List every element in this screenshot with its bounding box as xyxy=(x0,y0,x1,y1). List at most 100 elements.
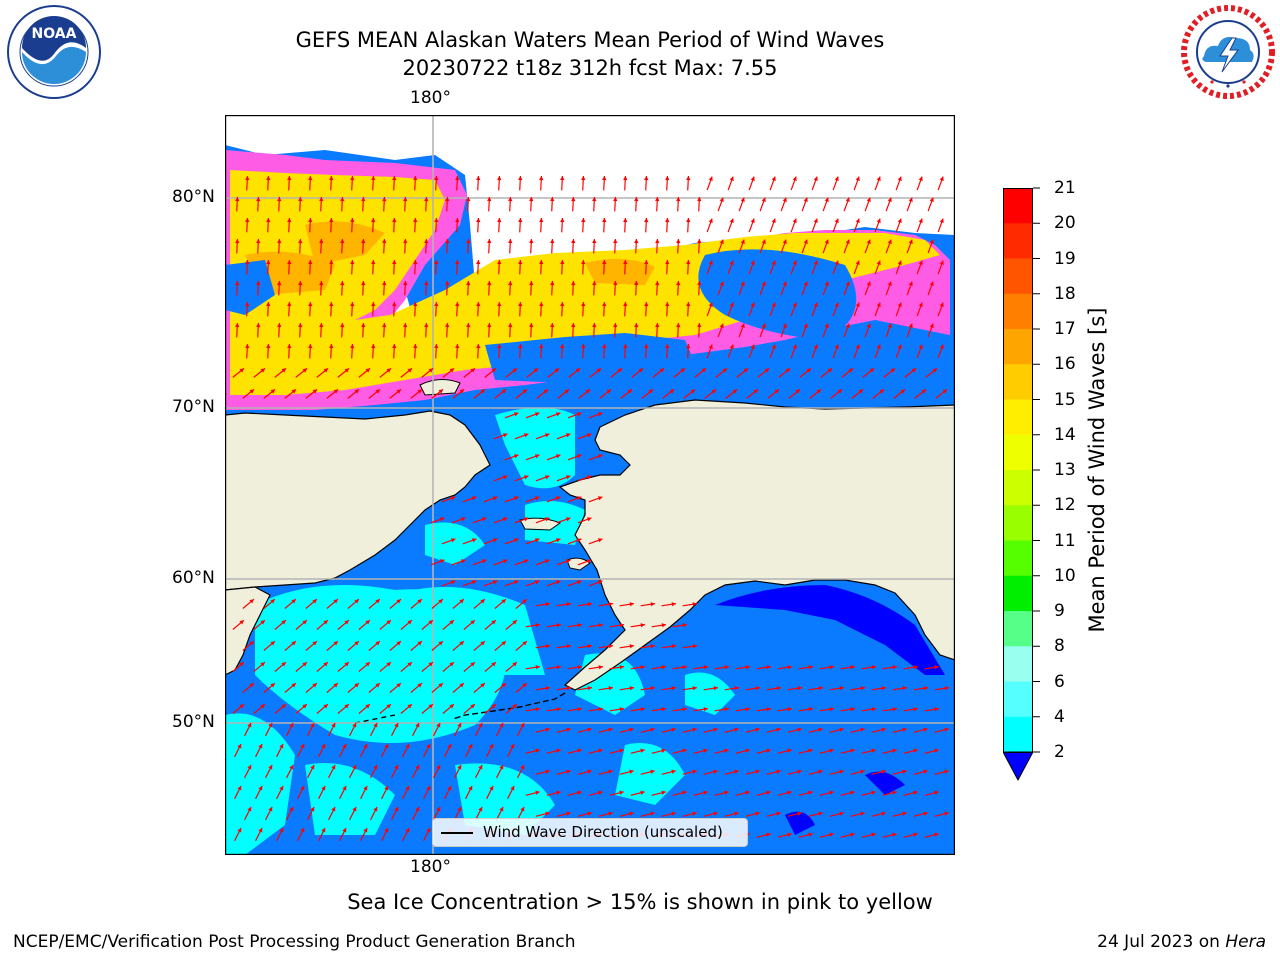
wind-wave-arrowhead xyxy=(923,811,928,816)
wind-wave-arrowhead xyxy=(310,806,315,812)
wind-wave-arrowhead xyxy=(629,811,634,816)
wind-wave-arrowhead xyxy=(501,599,506,604)
wind-wave-arrowhead xyxy=(650,769,655,774)
noaa-logo-icon: NOAA xyxy=(7,5,101,99)
wind-wave-arrowhead xyxy=(703,790,708,795)
footer-machine: Hera xyxy=(1225,932,1266,952)
wind-wave-arrowhead xyxy=(289,764,294,770)
wind-wave-arrowhead xyxy=(438,389,444,394)
wind-wave-arrowhead xyxy=(426,827,431,833)
wind-wave-arrowhead xyxy=(934,707,939,712)
wind-wave-arrowhead xyxy=(761,197,766,203)
wind-wave-arrowhead xyxy=(308,218,313,223)
wind-wave-arrowhead xyxy=(291,389,297,394)
wind-wave-arrowhead xyxy=(576,538,582,543)
wind-wave-arrowhead xyxy=(466,239,471,244)
wind-wave-arrowhead xyxy=(606,389,612,394)
wind-wave-arrowhead xyxy=(879,389,885,394)
colorbar-tick-label: 21 xyxy=(1054,178,1076,198)
lon-tick-bottom: 180° xyxy=(410,857,451,877)
wind-wave-arrowhead xyxy=(897,302,902,308)
wind-wave-arrowhead xyxy=(850,790,855,795)
wind-wave-arrowhead xyxy=(449,662,454,667)
wind-wave-arrowhead xyxy=(501,683,506,688)
wind-wave-arrowhead xyxy=(497,344,502,349)
wind-wave-arrowhead xyxy=(413,176,418,181)
wind-wave-arrowhead xyxy=(392,302,397,307)
wind-wave-arrowhead xyxy=(729,344,734,350)
wind-wave-arrowhead xyxy=(692,811,697,816)
wind-wave-arrowhead xyxy=(555,496,561,501)
wind-wave-arrowhead xyxy=(824,197,829,203)
wind-wave-arrowhead xyxy=(471,496,477,501)
wind-wave-arrowhead xyxy=(766,748,771,753)
wind-wave-arrowhead xyxy=(839,811,844,816)
wind-wave-arrowhead xyxy=(375,389,381,394)
wind-wave-arrowhead xyxy=(460,517,466,522)
wind-wave-arrowhead xyxy=(544,475,550,480)
wind-wave-arrowhead xyxy=(270,389,276,394)
wind-wave-arrowhead xyxy=(797,769,802,774)
wind-wave-arrowhead xyxy=(373,764,378,770)
wind-wave-arrowhead xyxy=(417,389,423,394)
wind-wave-arrowhead xyxy=(534,412,540,417)
wind-wave-arrowhead xyxy=(750,302,755,308)
wind-wave-arrowhead xyxy=(478,806,483,812)
wind-wave-arrowhead xyxy=(929,197,934,203)
colorbar-tick-label: 4 xyxy=(1054,706,1065,727)
wind-wave-arrowhead xyxy=(808,832,813,837)
wind-wave-arrowhead xyxy=(523,433,529,438)
wind-wave-arrowhead xyxy=(613,239,618,244)
wind-wave-arrowhead xyxy=(697,323,702,328)
wind-wave-arrowhead xyxy=(468,743,473,749)
wind-wave-arrowhead xyxy=(426,743,431,749)
wind-wave-arrowhead xyxy=(436,722,441,728)
wind-wave-arrowhead xyxy=(732,389,738,394)
wind-wave-arrowhead xyxy=(449,368,455,373)
wind-wave-arrowhead xyxy=(476,260,481,265)
wind-wave-arrowhead xyxy=(449,620,454,625)
wind-wave-arrowhead xyxy=(839,686,844,691)
wind-wave-arrowhead xyxy=(434,176,439,181)
wind-wave-arrowhead xyxy=(944,727,949,732)
wind-wave-arrowhead xyxy=(692,769,697,774)
wind-wave-arrowhead xyxy=(258,743,263,749)
wind-wave-arrowhead xyxy=(918,218,923,224)
wind-wave-arrowhead xyxy=(492,580,498,585)
wind-wave-arrowhead xyxy=(279,785,284,791)
wind-wave-arrowhead xyxy=(438,683,443,688)
wind-wave-arrowhead xyxy=(682,790,687,795)
wind-wave-arrowhead xyxy=(750,260,755,266)
wind-wave-arrowhead xyxy=(319,197,324,202)
wind-wave-arrowhead xyxy=(918,302,923,308)
colorbar-tick-label: 9 xyxy=(1054,601,1065,621)
wind-wave-arrowhead xyxy=(598,707,603,712)
wind-wave-arrowhead xyxy=(881,811,886,816)
wind-wave-arrowhead xyxy=(808,707,813,712)
wind-wave-arrowhead xyxy=(535,665,540,670)
wind-wave-arrowhead xyxy=(576,454,582,459)
wind-wave-arrowhead xyxy=(468,785,473,791)
wind-wave-arrowhead xyxy=(634,281,639,286)
wind-wave-arrowhead xyxy=(771,344,776,350)
wind-wave-arrowhead xyxy=(523,559,529,564)
wind-wave-arrowhead xyxy=(382,281,387,286)
wind-wave-arrowhead xyxy=(834,218,839,224)
wind-wave-arrowhead xyxy=(352,722,357,728)
wind-wave-arrowhead xyxy=(587,727,592,732)
wind-wave-arrowhead xyxy=(281,704,286,709)
wind-wave-arrowhead xyxy=(766,790,771,795)
wind-wave-arrowhead xyxy=(434,218,439,223)
wind-wave-arrowhead xyxy=(640,665,645,670)
wind-wave-arrowhead xyxy=(237,743,242,749)
colorbar-segment xyxy=(1003,188,1033,224)
wind-wave-arrowhead xyxy=(713,769,718,774)
wind-wave-arrowhead xyxy=(834,302,839,308)
wind-wave-arrowhead xyxy=(487,197,492,202)
wind-wave-arrowhead xyxy=(598,623,603,628)
wind-wave-arrowhead xyxy=(508,281,513,286)
wind-wave-arrowhead xyxy=(719,197,724,203)
wind-wave-arrowhead xyxy=(344,368,350,373)
wind-wave-arrowhead xyxy=(871,748,876,753)
wind-wave-arrowhead xyxy=(512,704,517,709)
